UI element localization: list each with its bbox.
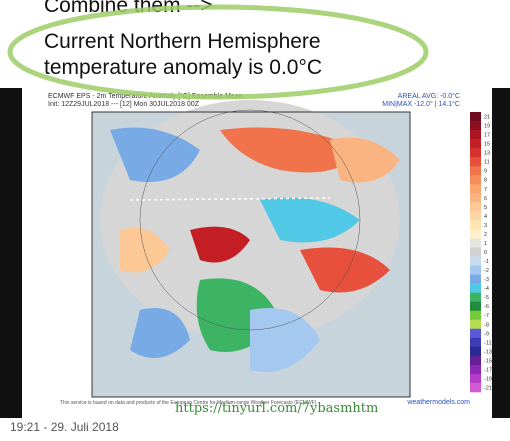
heading-line: Current Northern Hemisphere (44, 30, 321, 53)
colorbar-label: 13 (484, 151, 490, 157)
colorbar-swatch (470, 202, 481, 212)
colorbar-swatch (470, 319, 481, 330)
highlight-ellipse (7, 4, 429, 100)
colorbar-label: 17 (484, 133, 490, 139)
heading-line: Combine them --> (44, 0, 213, 17)
colorbar-label: -4 (484, 286, 489, 292)
colorbar-label: -21 (484, 385, 492, 391)
colorbar-label: 9 (484, 169, 487, 175)
colorbar-label: 11 (484, 160, 490, 166)
colorbar-label: -11 (484, 340, 492, 346)
colorbar-swatch (470, 328, 481, 339)
colorbar-label: -17 (484, 367, 492, 373)
colorbar-swatch (470, 310, 481, 321)
colorbar-label: 3 (484, 223, 487, 229)
colorbar-swatch (470, 130, 481, 140)
colorbar-label: -6 (484, 304, 489, 310)
map (91, 100, 411, 398)
colorbar-swatch (470, 184, 481, 194)
map-header: Init: 12Z29JUL2018 --- [12] Mon 30JUL201… (48, 101, 200, 108)
colorbar-label: -3 (484, 277, 489, 283)
colorbar-label: -9 (484, 331, 489, 337)
colorbar-swatch (470, 220, 481, 230)
colorbar-label: 7 (484, 187, 487, 193)
timestamp: 19:21 - 29. Juli 2018 (10, 420, 119, 434)
colorbar-swatch (470, 265, 481, 275)
colorbar-swatch (470, 382, 481, 393)
colorbar-label: -19 (484, 376, 492, 382)
colorbar-swatch (470, 121, 481, 131)
colorbar-swatch (470, 247, 481, 257)
colorbar-label: -15 (484, 358, 492, 364)
colorbar-swatch (470, 355, 481, 366)
colorbar-label: 1 (484, 241, 487, 247)
colorbar-swatch (470, 175, 481, 185)
colorbar-swatch (470, 346, 481, 357)
colorbar-swatch (470, 274, 481, 284)
colorbar-swatch (470, 283, 481, 293)
areal-avg: AREAL AVG: -0.0°C (398, 92, 460, 100)
colorbar-label: 5 (484, 205, 487, 211)
colorbar-swatch (470, 364, 481, 375)
colorbar-swatch (470, 166, 481, 176)
colorbar-swatch (470, 148, 481, 158)
colorbar-label: 2 (484, 232, 487, 238)
colorbar-swatch (470, 112, 481, 122)
colorbar-label: 21 (484, 115, 490, 121)
colorbar-label: 0 (484, 250, 487, 256)
right-border (492, 88, 510, 418)
colorbar-swatch (470, 256, 481, 266)
colorbar-label: -13 (484, 349, 492, 355)
colorbar-swatch (470, 139, 481, 149)
left-border (0, 88, 22, 418)
colorbar-swatch (470, 157, 481, 167)
colorbar-label: 15 (484, 142, 490, 148)
colorbar-label: 19 (484, 124, 490, 130)
colorbar-label: 6 (484, 196, 487, 202)
colorbar-swatch (470, 301, 481, 312)
colorbar-label: -7 (484, 313, 489, 319)
colorbar-label: -8 (484, 322, 489, 328)
colorbar-label: 8 (484, 178, 487, 184)
colorbar-label: 4 (484, 214, 487, 220)
colorbar-label: -5 (484, 295, 489, 301)
colorbar-swatch (470, 238, 481, 248)
colorbar-swatch (470, 229, 481, 239)
colorbar-swatch (470, 373, 481, 384)
colorbar-swatch (470, 211, 481, 221)
heading-line: temperature anomaly is 0.0°C (44, 56, 323, 79)
colorbar-label: -1 (484, 259, 489, 265)
colorbar-swatch (470, 337, 481, 348)
min-max: MIN|MAX -12.0° | 14.1°C (382, 100, 460, 108)
colorbar-label: -2 (484, 268, 489, 274)
colorbar-swatch (470, 292, 481, 302)
site-label: weathermodels.com (406, 399, 470, 406)
colorbar: 2119171513119876543210-1-2-3-4-5-6-7-8-9… (470, 112, 492, 393)
map-footer: This service is based on data and produc… (60, 400, 317, 406)
link[interactable]: https://tinyurl.com/7ybasmhtm (175, 401, 379, 416)
colorbar-swatch (470, 193, 481, 203)
